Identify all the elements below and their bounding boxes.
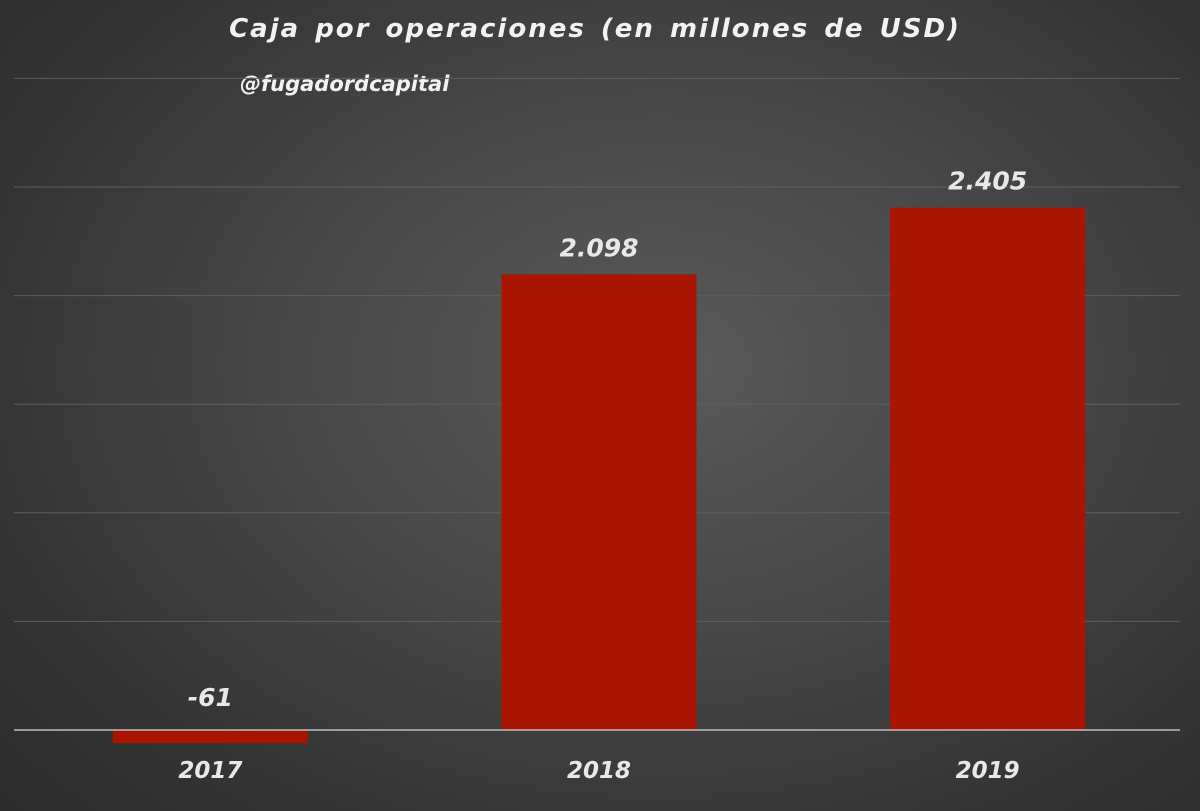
bar (501, 274, 697, 730)
chart-title: Caja por operaciones (en millones de USD… (229, 14, 961, 44)
bar (890, 207, 1086, 730)
data-label: 2.098 (559, 233, 638, 262)
x-tick-label: 2017 (178, 758, 242, 784)
data-label: -61 (188, 683, 233, 712)
chart-subtitle: @fugadordcapital (240, 72, 450, 96)
data-label: 2.405 (948, 167, 1027, 196)
x-tick-label: 2019 (956, 758, 1020, 784)
x-tick-label: 2018 (567, 758, 631, 784)
bar (112, 730, 308, 744)
